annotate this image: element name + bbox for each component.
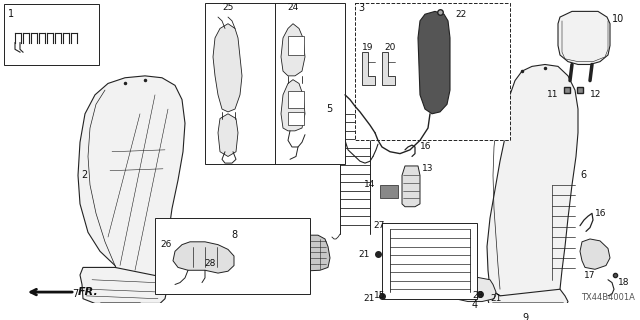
Bar [380, 185, 398, 198]
Bar [288, 91, 304, 108]
Polygon shape [558, 12, 610, 65]
Text: FR.: FR. [78, 287, 99, 297]
Text: 23: 23 [472, 292, 483, 300]
Polygon shape [173, 242, 234, 273]
Text: 8: 8 [232, 230, 238, 240]
Text: 21: 21 [358, 250, 370, 259]
Polygon shape [80, 268, 168, 303]
Text: 25: 25 [222, 3, 234, 12]
Text: 15: 15 [374, 292, 385, 300]
Polygon shape [240, 232, 330, 273]
Text: 13: 13 [422, 164, 433, 173]
Text: 24: 24 [287, 3, 299, 12]
Text: 12: 12 [590, 90, 602, 99]
Polygon shape [78, 76, 185, 280]
Polygon shape [362, 52, 375, 85]
Polygon shape [218, 114, 238, 156]
Text: 19: 19 [362, 43, 374, 52]
Bar [288, 112, 304, 125]
Text: 10: 10 [612, 14, 624, 24]
Text: 16: 16 [420, 142, 431, 151]
Bar [288, 36, 304, 55]
Polygon shape [213, 24, 242, 112]
Text: 6: 6 [580, 171, 586, 180]
Text: 18: 18 [618, 278, 630, 287]
Polygon shape [487, 289, 568, 313]
Polygon shape [418, 12, 450, 114]
Polygon shape [402, 166, 420, 207]
Polygon shape [580, 239, 610, 269]
Polygon shape [453, 277, 496, 301]
Polygon shape [281, 24, 305, 76]
Text: 20: 20 [384, 43, 396, 52]
Polygon shape [382, 52, 395, 85]
Text: 21: 21 [490, 294, 501, 303]
Polygon shape [487, 65, 578, 299]
Bar [355, 3, 510, 140]
Text: 11: 11 [547, 90, 558, 99]
Text: 14: 14 [364, 180, 375, 189]
Text: 7: 7 [72, 289, 78, 299]
Text: 9: 9 [522, 313, 528, 320]
Text: 22: 22 [455, 10, 467, 19]
Bar [382, 223, 477, 299]
Text: 21: 21 [364, 294, 375, 303]
Text: 26: 26 [161, 240, 172, 249]
Bar [155, 218, 310, 294]
Text: 28: 28 [204, 259, 216, 268]
Text: 17: 17 [584, 270, 596, 279]
Bar [205, 3, 345, 164]
Text: 16: 16 [595, 209, 607, 218]
Text: 3: 3 [358, 3, 364, 12]
Text: TX44B4001A: TX44B4001A [581, 292, 635, 301]
Text: 4: 4 [472, 300, 478, 310]
Text: 1: 1 [8, 10, 14, 20]
Text: 27: 27 [374, 221, 385, 230]
Text: 5: 5 [326, 104, 332, 114]
Text: 2: 2 [82, 171, 88, 180]
Bar [4, 4, 99, 65]
Polygon shape [281, 80, 305, 131]
